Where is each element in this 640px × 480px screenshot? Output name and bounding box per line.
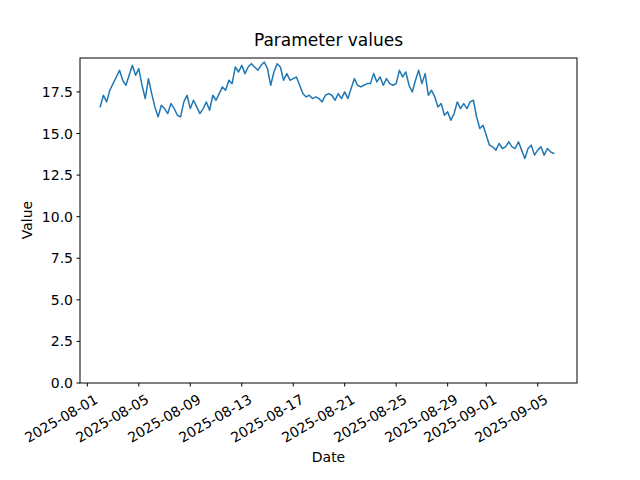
y-tick-label: 15.0	[42, 126, 73, 142]
y-tick-label: 7.5	[51, 250, 73, 266]
data-line	[100, 62, 554, 158]
y-tick-label: 2.5	[51, 333, 73, 349]
y-tick-label: 12.5	[42, 167, 73, 183]
y-tick-label: 5.0	[51, 292, 73, 308]
y-tick-label: 17.5	[42, 84, 73, 100]
y-tick-label: 10.0	[42, 209, 73, 225]
figure: Parameter values Value Date 0.02.55.07.5…	[0, 0, 640, 480]
y-tick-label: 0.0	[51, 375, 73, 391]
